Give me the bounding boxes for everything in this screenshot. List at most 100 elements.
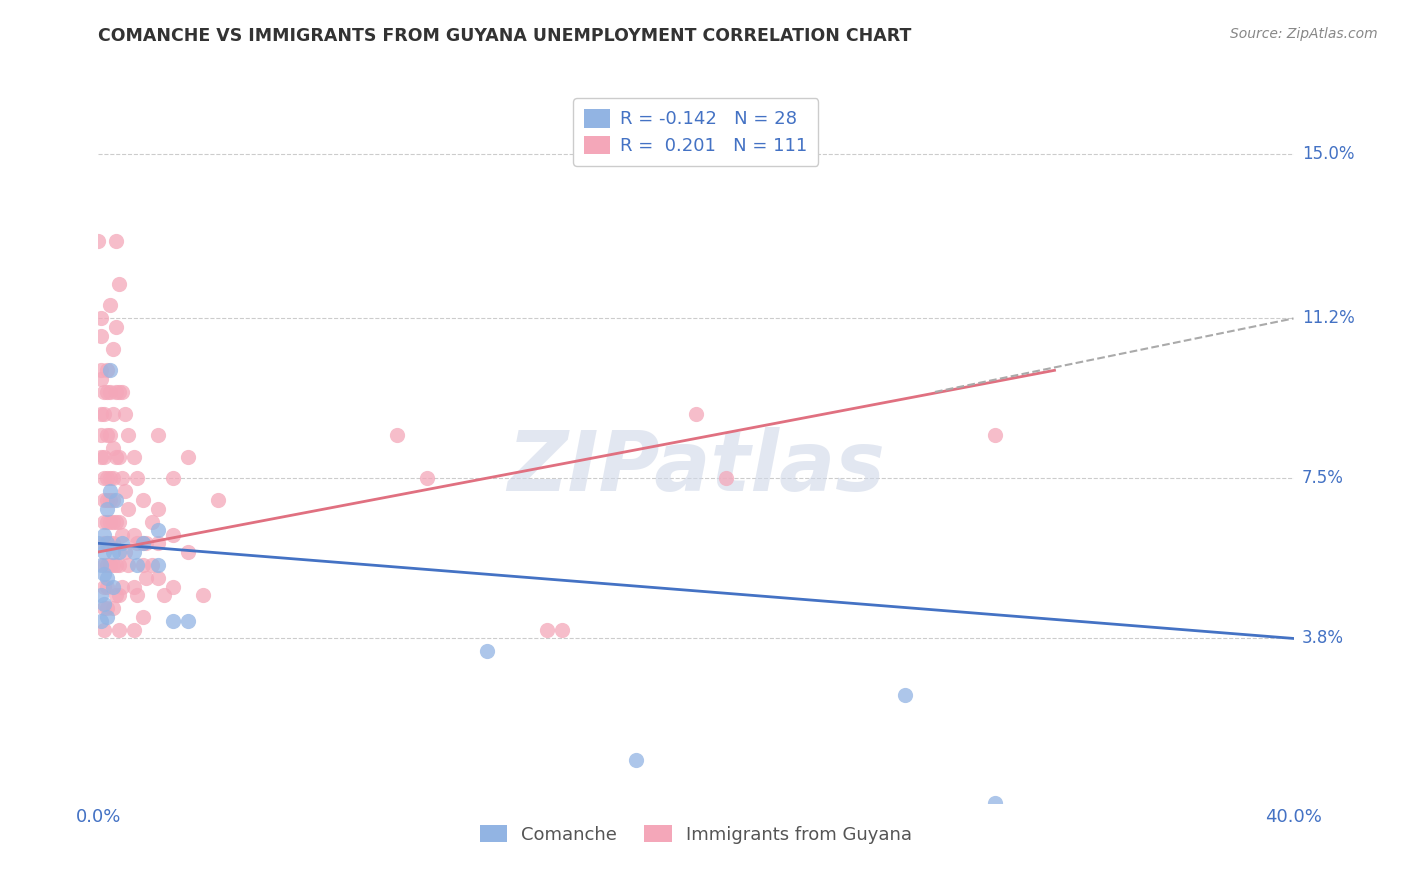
Point — [96, 601, 118, 615]
Point — [90, 588, 112, 602]
Point — [105, 384, 128, 399]
Point — [93, 515, 115, 529]
Point — [111, 384, 134, 399]
Point — [96, 501, 118, 516]
Point — [117, 558, 139, 572]
Point — [90, 614, 112, 628]
Point — [87, 234, 110, 248]
Point — [96, 384, 118, 399]
Point — [93, 407, 115, 421]
Point — [177, 545, 200, 559]
Point — [111, 527, 134, 541]
Point — [111, 536, 134, 550]
Point — [108, 515, 131, 529]
Point — [162, 614, 184, 628]
Point — [626, 753, 648, 767]
Point — [416, 471, 439, 485]
Point — [103, 558, 125, 572]
Point — [96, 515, 118, 529]
Point — [98, 536, 122, 550]
Legend: Comanche, Immigrants from Guyana: Comanche, Immigrants from Guyana — [472, 818, 920, 851]
Point — [90, 428, 112, 442]
Point — [124, 623, 146, 637]
Point — [132, 536, 155, 550]
Point — [96, 536, 118, 550]
Point — [93, 601, 115, 615]
Point — [96, 428, 118, 442]
Point — [103, 515, 125, 529]
Point — [98, 558, 122, 572]
Point — [93, 493, 115, 508]
Point — [96, 571, 118, 585]
Point — [105, 320, 128, 334]
Point — [894, 688, 917, 702]
Point — [93, 566, 115, 581]
Text: COMANCHE VS IMMIGRANTS FROM GUYANA UNEMPLOYMENT CORRELATION CHART: COMANCHE VS IMMIGRANTS FROM GUYANA UNEMP… — [98, 27, 912, 45]
Point — [124, 527, 146, 541]
Point — [98, 384, 122, 399]
Point — [207, 493, 229, 508]
Point — [114, 484, 136, 499]
Point — [98, 493, 122, 508]
Point — [108, 277, 131, 291]
Point — [114, 407, 136, 421]
Point — [141, 558, 163, 572]
Point — [90, 407, 112, 421]
Point — [191, 588, 214, 602]
Point — [475, 644, 498, 658]
Point — [117, 501, 139, 516]
Point — [103, 545, 125, 559]
Point — [98, 471, 122, 485]
Point — [96, 493, 118, 508]
Point — [90, 328, 112, 343]
Point — [103, 471, 125, 485]
Point — [714, 471, 737, 485]
Point — [141, 515, 163, 529]
Point — [984, 428, 1007, 442]
Point — [117, 428, 139, 442]
Point — [162, 527, 184, 541]
Point — [536, 623, 558, 637]
Point — [90, 311, 112, 326]
Point — [124, 545, 146, 559]
Point — [96, 536, 118, 550]
Point — [93, 545, 115, 559]
Point — [96, 580, 118, 594]
Point — [108, 384, 131, 399]
Point — [105, 558, 128, 572]
Text: Source: ZipAtlas.com: Source: ZipAtlas.com — [1230, 27, 1378, 41]
Point — [148, 571, 170, 585]
Point — [132, 493, 155, 508]
Point — [103, 493, 125, 508]
Point — [385, 428, 409, 442]
Text: ZIPatlas: ZIPatlas — [508, 427, 884, 508]
Text: 3.8%: 3.8% — [1302, 630, 1344, 648]
Point — [93, 623, 115, 637]
Point — [162, 580, 184, 594]
Point — [98, 428, 122, 442]
Point — [96, 471, 118, 485]
Point — [153, 588, 176, 602]
Point — [103, 441, 125, 455]
Point — [103, 536, 125, 550]
Point — [93, 384, 115, 399]
Text: 7.5%: 7.5% — [1302, 469, 1344, 487]
Point — [93, 597, 115, 611]
Point — [93, 471, 115, 485]
Point — [148, 428, 170, 442]
Point — [98, 363, 122, 377]
Point — [124, 450, 146, 464]
Point — [162, 471, 184, 485]
Point — [127, 588, 149, 602]
Point — [550, 623, 572, 637]
Point — [135, 536, 157, 550]
Point — [108, 545, 131, 559]
Point — [90, 372, 112, 386]
Point — [98, 298, 122, 312]
Point — [96, 363, 118, 377]
Point — [148, 501, 170, 516]
Point — [132, 536, 155, 550]
Point — [132, 558, 155, 572]
Point — [108, 558, 131, 572]
Point — [98, 484, 122, 499]
